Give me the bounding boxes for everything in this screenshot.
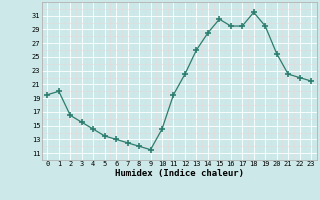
X-axis label: Humidex (Indice chaleur): Humidex (Indice chaleur) — [115, 169, 244, 178]
